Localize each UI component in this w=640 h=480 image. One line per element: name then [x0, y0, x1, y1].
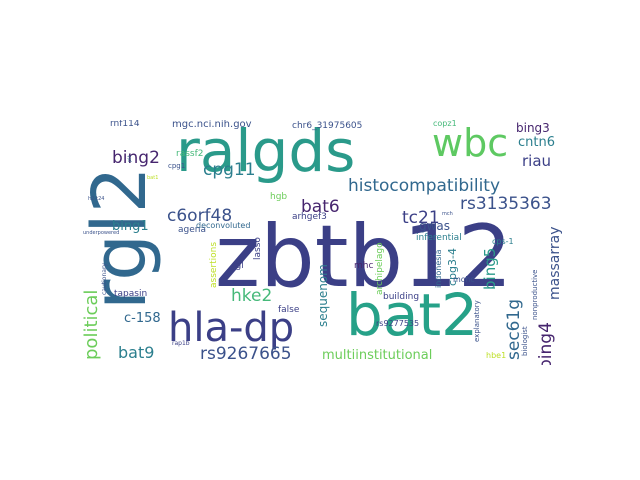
word-rs9277535: rs9277535 [376, 319, 420, 328]
word-rap1b: rap1b [172, 340, 190, 347]
word-biologist: biologist [521, 326, 529, 356]
word-wbc: wbc [432, 121, 509, 165]
word-bing3: bing3 [516, 121, 550, 135]
word-bat2: bat2 [346, 281, 479, 349]
word-rgl: rgl [232, 261, 244, 271]
word-bing1: bing1 [112, 219, 149, 234]
word-archipelago: archipelago [375, 242, 385, 295]
word-building: building [383, 292, 420, 302]
word-rassf2: rassf2 [176, 149, 204, 159]
word-indonesia: indonesia [434, 249, 443, 288]
word-hke2: hke2 [231, 286, 273, 306]
word-mchc: mchc [453, 275, 475, 284]
word-sequenom: sequenom [316, 264, 330, 327]
word-tc21: tc21 [402, 208, 440, 228]
word-pit: pit [127, 155, 133, 162]
word-tapasin: tapasin [114, 289, 148, 299]
word-explanatory: explanatory [473, 300, 481, 342]
word-bing2: bing2 [112, 148, 160, 168]
word-agena: agena [178, 225, 206, 235]
word-histocompatibility: histocompatibility [348, 176, 501, 196]
word-deconvoluted: deconvoluted [196, 221, 251, 230]
word-bing4: bing4 [536, 322, 556, 365]
word-rs9267665: rs9267665 [200, 344, 292, 364]
word-cntn6: cntn6 [518, 135, 555, 150]
word-chr6-31975605: chr6_31975605 [292, 121, 363, 131]
word-inferential: inferential [416, 233, 462, 243]
word-hla-dp: hla-dp [168, 305, 295, 351]
word-c-158: c-158 [124, 311, 161, 326]
word-bat9: bat9 [118, 343, 155, 362]
word-political: political [81, 289, 102, 360]
word-bat6: bat6 [301, 197, 340, 217]
word-cps-1: cps-1 [492, 237, 514, 246]
word-ralgds: ralgds [176, 120, 356, 185]
word-rnf114: rnf114 [110, 120, 140, 129]
word-cpg11: cpg11 [203, 160, 256, 180]
word-cloud: zbtb12 rgl2 ralgds bat2 hla-dp wbc histo… [80, 120, 570, 365]
word-cautionary: cautionary [101, 263, 108, 295]
word-bing5: bing5 [481, 247, 499, 290]
word-massarray: massarray [547, 226, 563, 300]
word-mch: mch [442, 211, 453, 217]
word-multiinstitutional: multiinstitutional [322, 348, 433, 363]
word-lasso: lasso [253, 237, 263, 260]
word-h2-t24: h2-t24 [88, 196, 105, 202]
word-hgb: hgb [270, 192, 288, 202]
word-arhgef3: arhgef3 [292, 212, 327, 222]
word-assertions: assertions [209, 241, 219, 288]
word-mhc: mhc [354, 261, 374, 271]
word-zbtb12: zbtb12 [215, 207, 513, 307]
word-cpg1: cpg1 [168, 162, 186, 170]
word-copz1: copz1 [433, 120, 457, 128]
word-nonproductive: nonproductive [531, 269, 539, 320]
word-gwas: gwas [419, 219, 451, 233]
word-underpowered: underpowered [83, 230, 120, 236]
word-c6orf48: c6orf48 [167, 206, 233, 226]
word-mgc-nci-nih-gov: mgc.nci.nih.gov [172, 120, 252, 130]
word-riau: riau [522, 152, 552, 170]
word-rs3135363: rs3135363 [460, 194, 552, 214]
word-false: false [278, 305, 300, 315]
word-hbe1: hbe1 [486, 351, 507, 360]
word-bat1: bat1 [147, 175, 159, 181]
